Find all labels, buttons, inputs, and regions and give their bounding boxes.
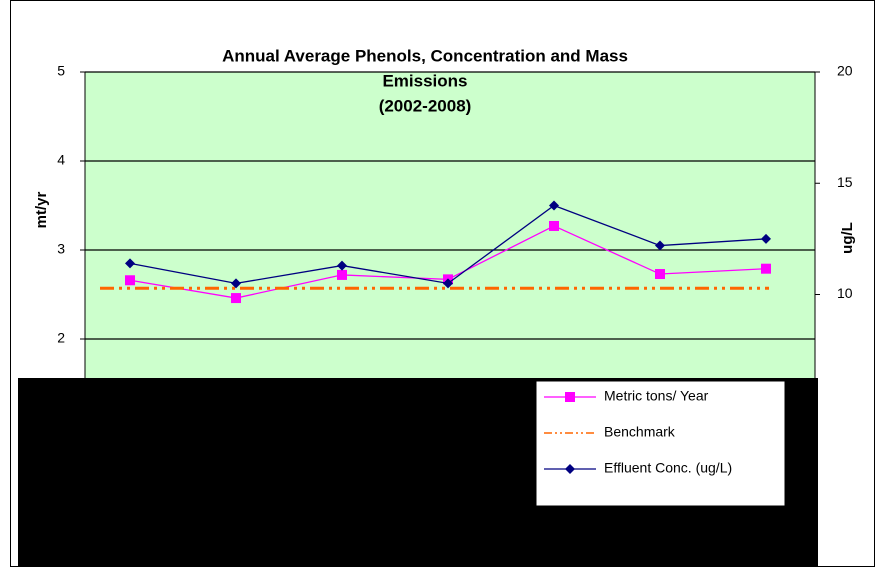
y-tick-label: 3 xyxy=(57,241,65,257)
y-tick-label: 2 xyxy=(57,330,65,346)
y2-tick-label: 20 xyxy=(837,63,853,79)
data-point xyxy=(549,220,559,231)
data-point xyxy=(231,293,241,304)
legend-label: Effluent Conc. (ug/L) xyxy=(604,460,732,476)
data-point xyxy=(337,260,347,271)
legend-marker xyxy=(565,464,575,474)
data-point xyxy=(549,200,559,211)
y-axis-label: mt/yr xyxy=(33,192,50,229)
legend-label: Metric tons/ Year xyxy=(604,388,709,404)
data-point xyxy=(337,269,347,280)
y2-tick-label: 15 xyxy=(837,174,853,190)
data-point xyxy=(231,278,241,289)
data-point xyxy=(443,278,453,289)
data-point xyxy=(761,263,771,274)
data-point xyxy=(655,240,665,251)
y2-axis-label: ug/L xyxy=(839,222,856,254)
y2-tick-label: 10 xyxy=(837,285,853,301)
data-point xyxy=(761,233,771,244)
y-tick-label: 5 xyxy=(57,63,65,79)
chart-title: Annual Average Phenols, Concentration an… xyxy=(222,46,628,65)
data-point xyxy=(125,258,135,269)
data-point xyxy=(125,275,135,286)
chart-title: (2002-2008) xyxy=(379,96,472,115)
legend-marker xyxy=(565,392,575,402)
legend-label: Benchmark xyxy=(604,424,676,440)
chart-title: Emissions xyxy=(382,71,467,90)
legend xyxy=(535,380,786,507)
data-point xyxy=(655,269,665,280)
y-tick-label: 4 xyxy=(57,152,65,168)
